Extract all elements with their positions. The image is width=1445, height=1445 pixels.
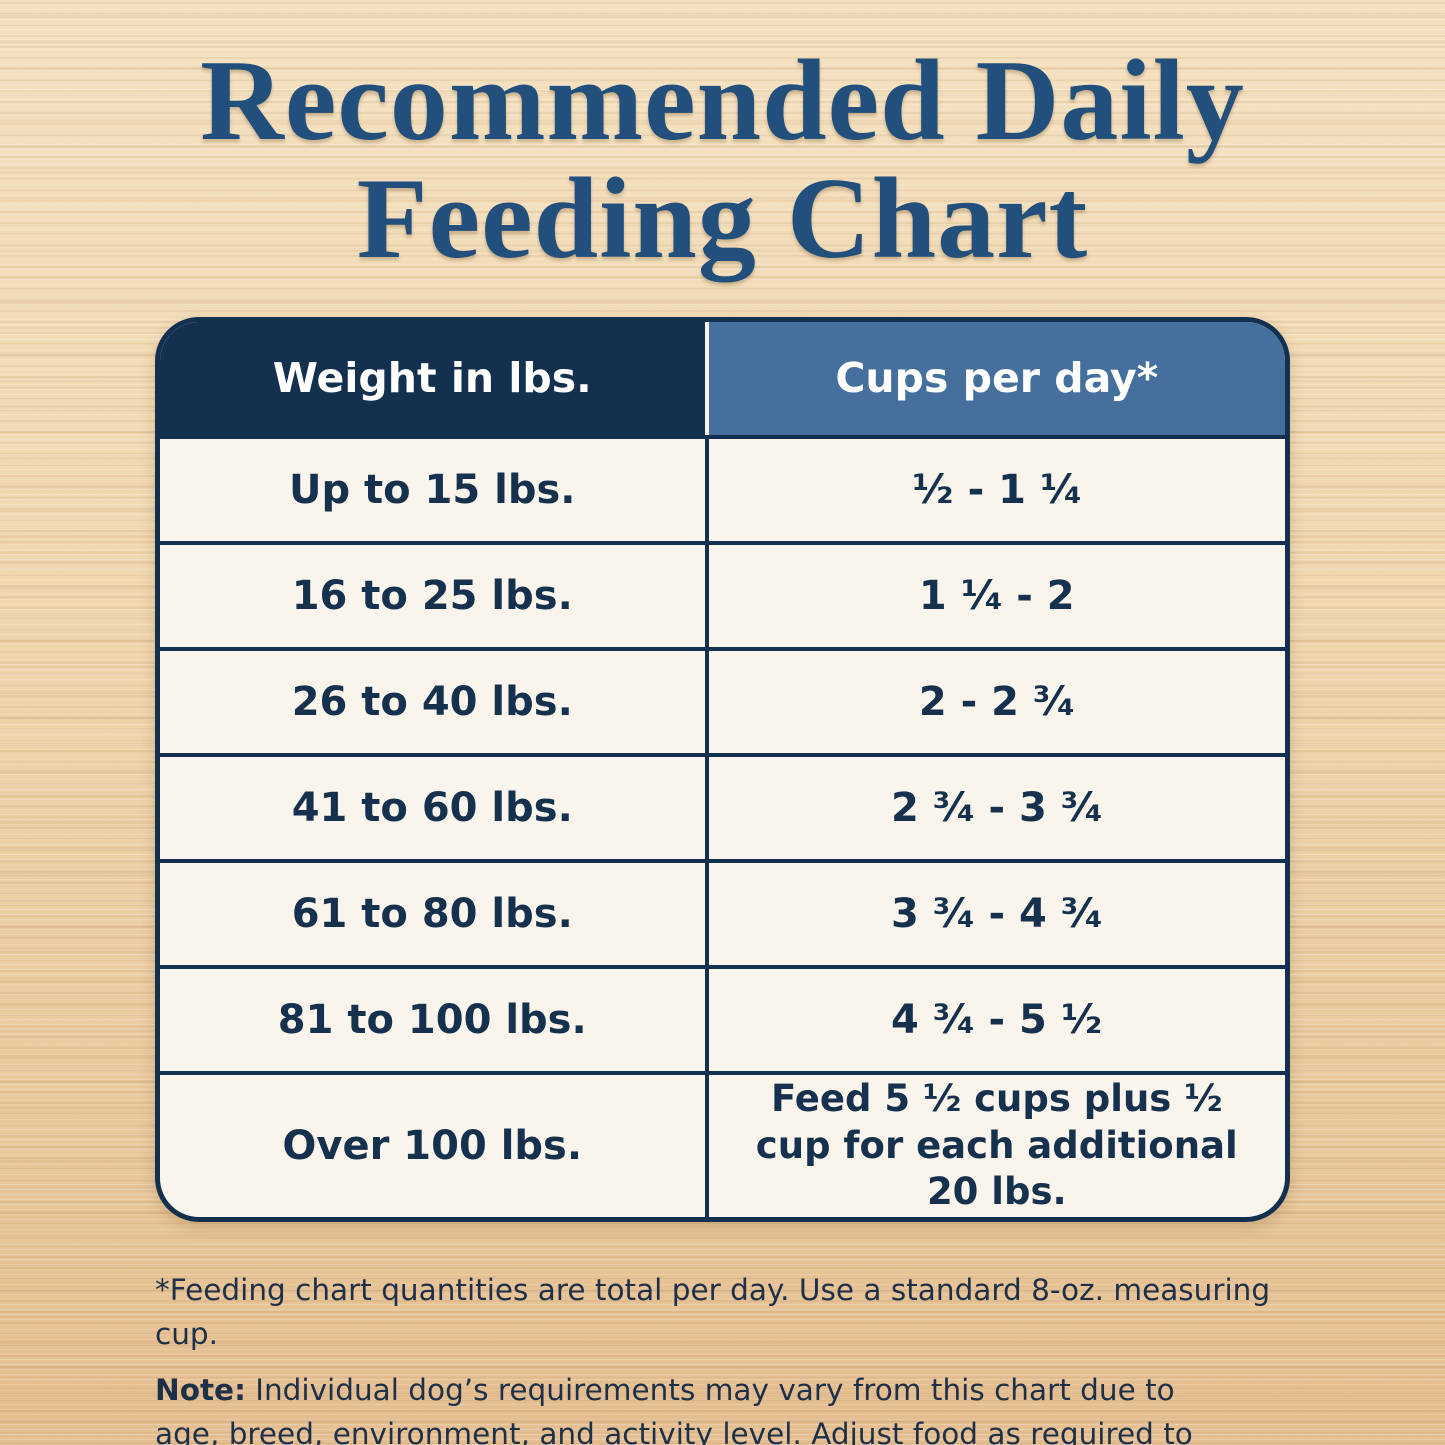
weight-cell: 26 to 40 lbs. xyxy=(291,678,573,725)
cups-cell: 3 ³⁄₄ - 4 ³⁄₄ xyxy=(704,862,1286,965)
cups-cell: ¹⁄₂ - 1 ¹⁄₄ xyxy=(704,438,1286,541)
feeding-chart-table: Weight in lbs. Cups per day* Up to 15 lb… xyxy=(155,316,1290,1222)
table-header-row: Weight in lbs. Cups per day* xyxy=(160,321,1285,435)
page-title-line1: Recommended Daily xyxy=(200,37,1245,165)
weight-cell: 41 to 60 lbs. xyxy=(291,784,573,831)
footnote-note: Note: Individual dog’s requirements may … xyxy=(155,1368,1230,1445)
weight-cell: 16 to 25 lbs. xyxy=(291,572,573,619)
weight-cell: 81 to 100 lbs. xyxy=(277,996,587,1043)
table-row: 81 to 100 lbs. 4 ³⁄₄ - 5 ¹⁄₂ xyxy=(160,964,1286,1071)
table-row: 26 to 40 lbs. 2 - 2 ³⁄₄ xyxy=(160,646,1286,753)
cups-cell: Feed 5 ½ cups plus ½ cup for each additi… xyxy=(704,1074,1286,1217)
weight-cell: Up to 15 lbs. xyxy=(288,466,576,513)
note-label: Note: xyxy=(155,1373,246,1408)
table-row: Up to 15 lbs. ¹⁄₂ - 1 ¹⁄₄ xyxy=(160,434,1286,541)
cups-cell: 2 - 2 ³⁄₄ xyxy=(704,650,1286,753)
table-row: Over 100 lbs. Feed 5 ½ cups plus ½ cup f… xyxy=(160,1070,1286,1217)
cups-cell: 2 ³⁄₄ - 3 ³⁄₄ xyxy=(704,756,1286,859)
table-row: 16 to 25 lbs. 1 ¹⁄₄ - 2 xyxy=(160,540,1286,647)
footnote-measuring-cup: *Feeding chart quantities are total per … xyxy=(155,1272,1271,1351)
weight-cell: Over 100 lbs. xyxy=(282,1122,583,1169)
cups-cell: 4 ³⁄₄ - 5 ¹⁄₂ xyxy=(704,968,1286,1071)
table-row: 41 to 60 lbs. 2 ³⁄₄ - 3 ³⁄₄ xyxy=(160,752,1286,859)
table-row: 61 to 80 lbs. 3 ³⁄₄ - 4 ³⁄₄ xyxy=(160,858,1286,965)
page-title-line2: Feeding Chart xyxy=(356,155,1089,284)
weight-cell: 61 to 80 lbs. xyxy=(291,890,573,937)
note-text: Individual dog’s requirements may vary f… xyxy=(155,1373,1193,1445)
header-cups-column: Cups per day* xyxy=(704,321,1285,435)
cups-cell: 1 ¹⁄₄ - 2 xyxy=(704,544,1286,647)
footnotes: *Feeding chart quantities are total per … xyxy=(155,1268,1290,1445)
header-weight-column: Weight in lbs. xyxy=(160,321,705,435)
page-title: Recommended Daily Feeding Chart xyxy=(0,42,1445,279)
